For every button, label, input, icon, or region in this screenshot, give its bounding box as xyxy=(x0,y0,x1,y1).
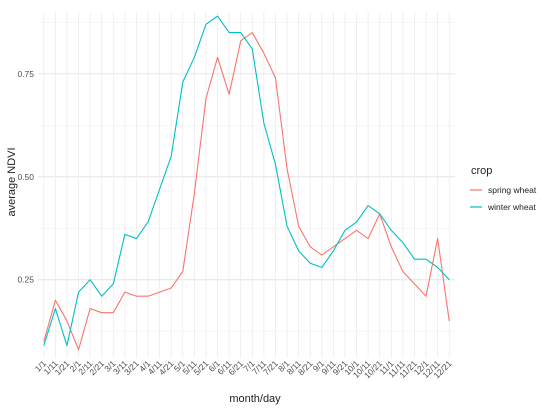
major-gridlines xyxy=(38,12,455,358)
series-lines xyxy=(43,15,450,351)
x-tick-labels: 1/11/111/212/12/112/213/13/113/214/14/11… xyxy=(33,358,454,380)
series-line-winter-wheat xyxy=(43,15,450,347)
legend-label: winter wheat xyxy=(487,202,536,212)
y-tick-label: 0.25 xyxy=(17,275,34,285)
y-tick-label: 0.75 xyxy=(17,69,34,79)
legend-label: spring wheat xyxy=(488,185,537,195)
y-axis-title: average NDVI xyxy=(6,147,18,216)
series-line-spring-wheat xyxy=(43,32,450,351)
legend: crop spring wheat winter wheat xyxy=(469,165,537,214)
y-tick-labels: 0.25 0.50 0.75 xyxy=(17,69,34,285)
legend-title: crop xyxy=(471,165,492,177)
x-axis-title: month/day xyxy=(229,393,281,405)
y-tick-label: 0.50 xyxy=(17,172,34,182)
minor-gridlines xyxy=(38,21,455,332)
